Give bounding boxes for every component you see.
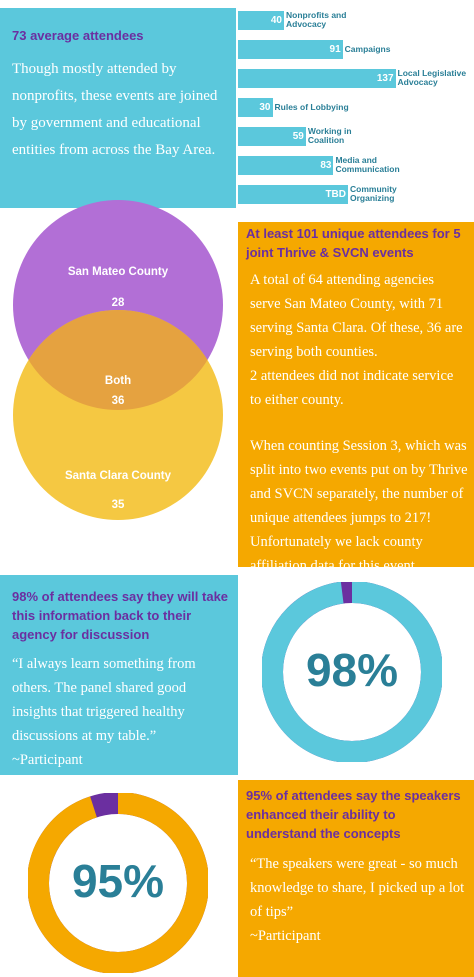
bar [238,155,334,175]
panel [0,8,236,208]
venn-value: 36 [111,395,125,407]
donut: 95% [28,793,208,973]
venn-overlap [13,310,223,410]
bar-category: Community Organizing [350,184,397,203]
heading: 98% of attendees say they will take this… [12,589,229,642]
donut-arc [262,582,442,762]
bar [238,126,306,146]
paragraph: 2 attendees did not indicate service to … [250,368,454,408]
panel [238,222,474,567]
panel [238,780,474,977]
venn-label: Both [104,375,132,387]
bar-category: Working in Coalition [307,126,352,145]
quote: “I always learn something from others. T… [12,656,196,744]
donut-arc [28,793,208,973]
venn-label: San Mateo County [67,266,169,278]
heading: 95% of attendees say the speakers enhanc… [246,788,461,841]
body: Though mostly attended by nonprofits, th… [12,61,218,158]
bar [238,39,343,59]
bar [238,10,284,30]
bar-category: Local Legislative Advocacy [397,68,467,87]
bar-value: 83 [320,159,332,171]
paragraph: A total of 64 attending agencies serve S… [250,272,463,360]
bar [238,68,396,88]
paragraph: Unfortunately we lack county affiliation… [250,534,423,574]
venn-value: 28 [111,297,125,309]
venn-value: 35 [111,499,125,511]
bar-category: Campaigns [344,43,391,54]
venn [13,200,223,520]
bar-value: 137 [376,72,394,84]
donut: 98% [262,582,442,762]
attribution: ~Participant [12,752,83,768]
bar-value: 30 [259,101,271,113]
bar-value: 59 [292,130,304,142]
bar [238,97,273,117]
bar-value: TBD [325,188,346,200]
heading: At least 101 unique attendees for 5 join… [246,226,461,260]
bar-value: 40 [270,14,282,26]
donut-label: 98% [306,644,398,696]
bar [238,184,348,204]
bar-category: Media and Communication [335,155,400,174]
paragraph: When counting Session 3, which was split… [250,438,468,526]
bar-category: Rules of Lobbying [274,101,349,112]
attribution: ~Participant [250,928,321,944]
donut-label: 95% [72,855,164,907]
bar-category: Nonprofits and Advocacy [286,10,347,29]
venn-label: Santa Clara County [64,470,172,482]
bar-value: 91 [329,43,341,55]
quote: “The speakers were great - so much knowl… [250,856,465,920]
heading: 73 average attendees [12,28,144,43]
panel [0,575,238,775]
